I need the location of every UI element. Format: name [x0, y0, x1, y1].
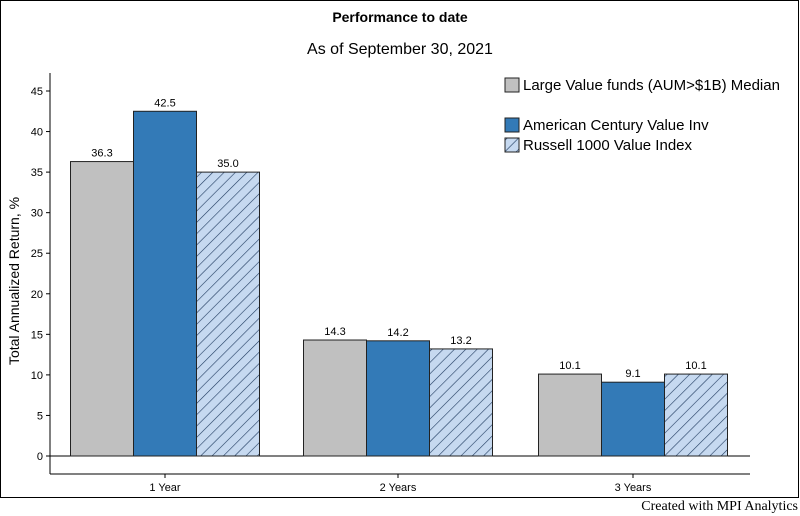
x-tick-label: 2 Years [380, 482, 417, 494]
bar [601, 381, 665, 457]
bar-value-label: 42.5 [154, 97, 175, 109]
footer-credit: Created with MPI Analytics [641, 499, 798, 514]
bar [70, 161, 134, 457]
chart-title: Performance to date [332, 9, 468, 25]
y-tick-label: 0 [37, 451, 43, 463]
bar-value-label: 14.2 [387, 327, 408, 339]
x-tick-label: 3 Years [615, 482, 652, 494]
chart-frame [0, 0, 799, 498]
bar-value-label: 9.1 [625, 368, 640, 380]
bar [196, 171, 260, 457]
bar-value-label: 10.1 [559, 360, 580, 372]
y-tick-label: 5 [37, 410, 43, 422]
y-tick-label: 15 [31, 329, 43, 341]
legend-swatch [504, 137, 520, 153]
x-tick-label: 1 Year [149, 482, 181, 494]
legend-label: Large Value funds (AUM>$1B) Median [523, 77, 780, 94]
legend-label: Russell 1000 Value Index [523, 137, 692, 154]
y-tick-label: 45 [31, 86, 43, 98]
bar [366, 340, 430, 457]
bar-value-label: 13.2 [450, 335, 471, 347]
chart-subtitle: As of September 30, 2021 [307, 41, 493, 58]
bar-value-label: 14.3 [324, 326, 345, 338]
bar [538, 373, 602, 457]
y-tick-label: 30 [31, 208, 43, 220]
y-tick-label: 10 [31, 370, 43, 382]
bar [429, 348, 493, 457]
legend-swatch [504, 77, 520, 93]
bar-value-label: 36.3 [91, 148, 112, 160]
bar [133, 110, 197, 457]
y-tick-label: 25 [31, 248, 43, 260]
legend-label: American Century Value Inv [523, 117, 709, 134]
y-tick-label: 40 [31, 127, 43, 139]
bar [664, 373, 728, 457]
y-tick-label: 20 [31, 289, 43, 301]
bar [303, 339, 367, 457]
bar-value-label: 35.0 [217, 158, 238, 170]
legend-swatch [504, 117, 520, 133]
bar-value-label: 10.1 [685, 360, 706, 372]
y-tick-label: 35 [31, 167, 43, 179]
bar-chart: 0 5 10 15 20 25 30 35 40 45 1 Year 2 Years 3 Years 3… [31, 73, 780, 494]
